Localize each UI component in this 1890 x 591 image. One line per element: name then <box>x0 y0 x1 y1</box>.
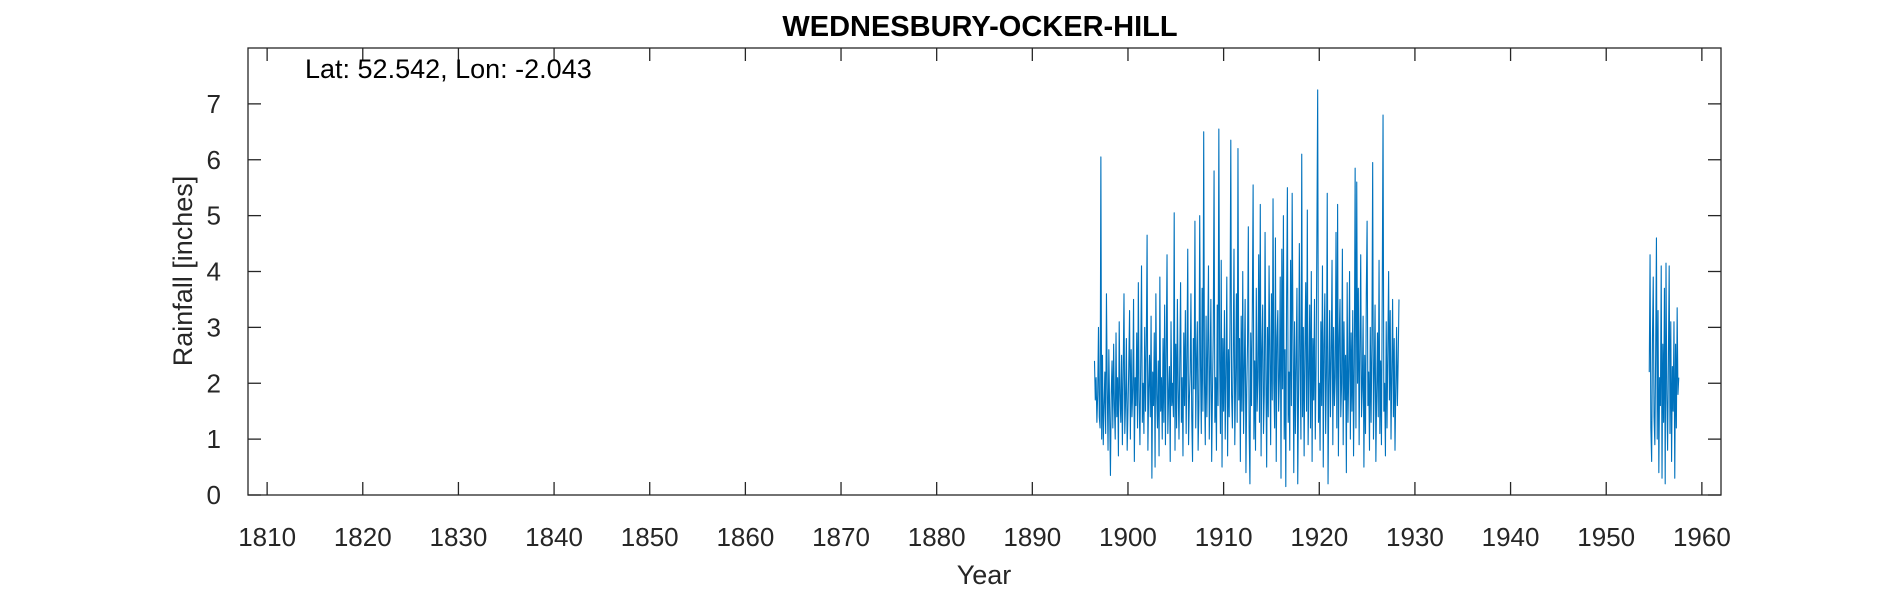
y-tick-label: 1 <box>207 424 221 454</box>
x-tick-label: 1810 <box>238 522 296 552</box>
x-tick-label: 1900 <box>1099 522 1157 552</box>
x-tick-label: 1850 <box>621 522 679 552</box>
x-tick-label: 1890 <box>1003 522 1061 552</box>
x-tick-label: 1840 <box>525 522 583 552</box>
x-tick-label: 1910 <box>1195 522 1253 552</box>
x-tick-label: 1820 <box>334 522 392 552</box>
y-tick-label: 0 <box>207 480 221 510</box>
x-tick-label: 1880 <box>908 522 966 552</box>
y-tick-label: 5 <box>207 201 221 231</box>
x-tick-label: 1920 <box>1290 522 1348 552</box>
rainfall-series-line <box>1093 89 1680 488</box>
y-tick-label: 7 <box>207 89 221 119</box>
x-tick-label: 1930 <box>1386 522 1444 552</box>
y-tick-label: 3 <box>207 312 221 342</box>
y-tick-label: 2 <box>207 368 221 398</box>
y-axis: 0 1 2 3 4 5 6 7 <box>207 89 1721 510</box>
x-axis-title: Year <box>957 560 1012 590</box>
chart-title: WEDNESBURY-OCKER-HILL <box>782 11 1177 43</box>
plot-area-frame <box>247 47 1722 496</box>
y-tick-label: 4 <box>207 257 221 287</box>
x-tick-label: 1940 <box>1482 522 1540 552</box>
x-tick-label: 1960 <box>1673 522 1731 552</box>
x-tick-label: 1860 <box>716 522 774 552</box>
location-annotation: Lat: 52.542, Lon: -2.043 <box>305 54 592 84</box>
y-axis-title: Rainfall [inches] <box>168 176 198 367</box>
x-tick-label: 1870 <box>812 522 870 552</box>
x-tick-label: 1830 <box>430 522 488 552</box>
x-axis: 1810 1820 1830 1840 1850 1860 1870 1880 1890 1900… <box>238 48 1731 552</box>
x-tick-label: 1950 <box>1577 522 1635 552</box>
y-tick-label: 6 <box>207 145 221 175</box>
